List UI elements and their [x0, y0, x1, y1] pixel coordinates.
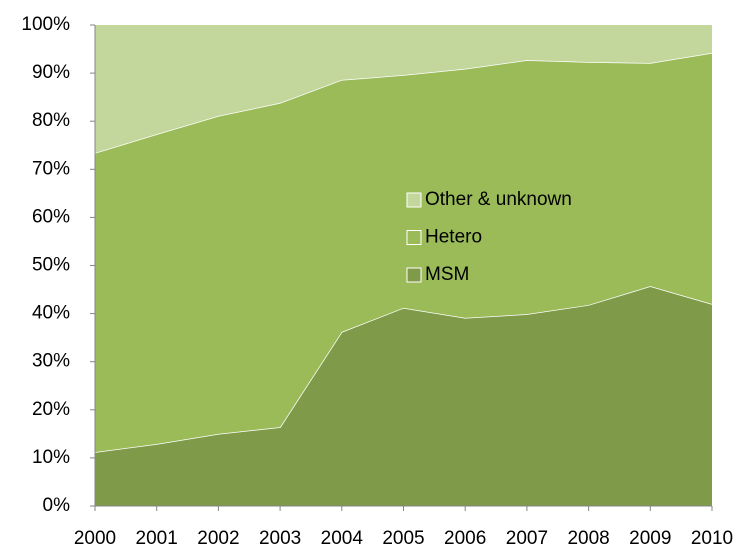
- x-tick-label: 2010: [691, 528, 733, 549]
- y-tick-label: 70%: [32, 158, 70, 179]
- x-tick-label: 2008: [567, 528, 609, 549]
- x-tick-label: 2004: [321, 528, 364, 549]
- y-tick-label: 10%: [32, 447, 70, 468]
- x-tick-label: 2006: [444, 528, 486, 549]
- legend-swatch: [406, 192, 422, 208]
- y-tick-label: 20%: [32, 399, 70, 420]
- y-tick-label: 100%: [21, 14, 70, 35]
- area: [95, 52, 712, 453]
- y-tick-label: 30%: [32, 351, 70, 372]
- area: [95, 25, 712, 153]
- x-tick-label: 2009: [629, 528, 671, 549]
- y-tick-label: 40%: [32, 303, 70, 324]
- y-tick-label: 90%: [32, 62, 70, 83]
- y-tick-label: 80%: [32, 110, 70, 131]
- x-tick-label: 2003: [259, 528, 301, 549]
- x-tick-label: 2005: [382, 528, 424, 549]
- x-tick-label: 2001: [136, 528, 178, 549]
- legend-swatch: [406, 230, 422, 245]
- y-tick-label: 60%: [32, 206, 70, 227]
- legend-label: Other & unknown: [425, 189, 572, 210]
- x-tick-label: 2007: [506, 528, 548, 549]
- x-tick-label: 2002: [197, 528, 239, 549]
- legend-swatch: [406, 267, 422, 283]
- area: [95, 286, 712, 506]
- x-tick-label: 2000: [74, 528, 116, 549]
- y-tick-label: 50%: [32, 255, 70, 276]
- y-tick-label: 0%: [43, 495, 71, 516]
- legend-label: Hetero: [425, 227, 482, 248]
- legend-label: MSM: [425, 264, 469, 285]
